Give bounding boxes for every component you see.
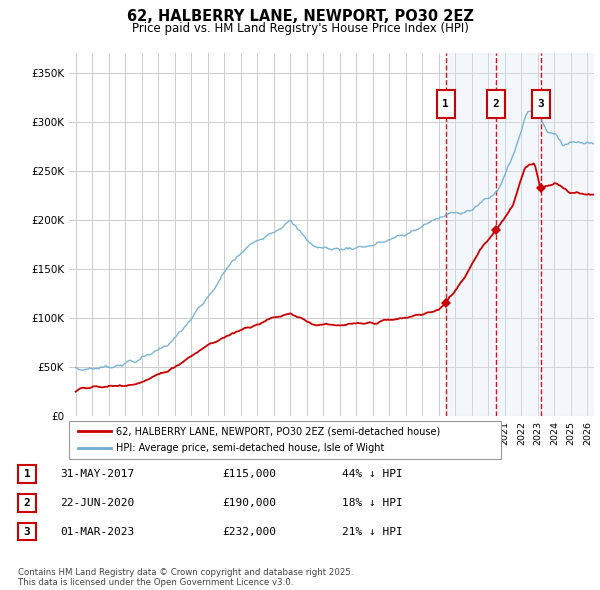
Text: £190,000: £190,000: [222, 498, 276, 507]
Text: 2: 2: [23, 498, 31, 507]
Text: 62, HALBERRY LANE, NEWPORT, PO30 2EZ: 62, HALBERRY LANE, NEWPORT, PO30 2EZ: [127, 9, 473, 24]
Text: 3: 3: [537, 99, 544, 109]
Text: Price paid vs. HM Land Registry's House Price Index (HPI): Price paid vs. HM Land Registry's House …: [131, 22, 469, 35]
Text: 18% ↓ HPI: 18% ↓ HPI: [342, 498, 403, 507]
FancyBboxPatch shape: [437, 90, 455, 118]
Text: 1: 1: [23, 469, 31, 478]
Text: £115,000: £115,000: [222, 469, 276, 478]
Text: 2: 2: [493, 99, 499, 109]
Text: 31-MAY-2017: 31-MAY-2017: [60, 469, 134, 478]
FancyBboxPatch shape: [487, 90, 505, 118]
Text: Contains HM Land Registry data © Crown copyright and database right 2025.
This d: Contains HM Land Registry data © Crown c…: [18, 568, 353, 587]
Text: HPI: Average price, semi-detached house, Isle of Wight: HPI: Average price, semi-detached house,…: [116, 443, 384, 453]
Text: 44% ↓ HPI: 44% ↓ HPI: [342, 469, 403, 478]
Text: 22-JUN-2020: 22-JUN-2020: [60, 498, 134, 507]
FancyBboxPatch shape: [532, 90, 550, 118]
Text: 21% ↓ HPI: 21% ↓ HPI: [342, 527, 403, 536]
Text: 62, HALBERRY LANE, NEWPORT, PO30 2EZ (semi-detached house): 62, HALBERRY LANE, NEWPORT, PO30 2EZ (se…: [116, 427, 440, 437]
Text: 1: 1: [442, 99, 449, 109]
Text: 3: 3: [23, 527, 31, 536]
Text: £232,000: £232,000: [222, 527, 276, 536]
Bar: [446, 53, 600, 416]
Text: 01-MAR-2023: 01-MAR-2023: [60, 527, 134, 536]
